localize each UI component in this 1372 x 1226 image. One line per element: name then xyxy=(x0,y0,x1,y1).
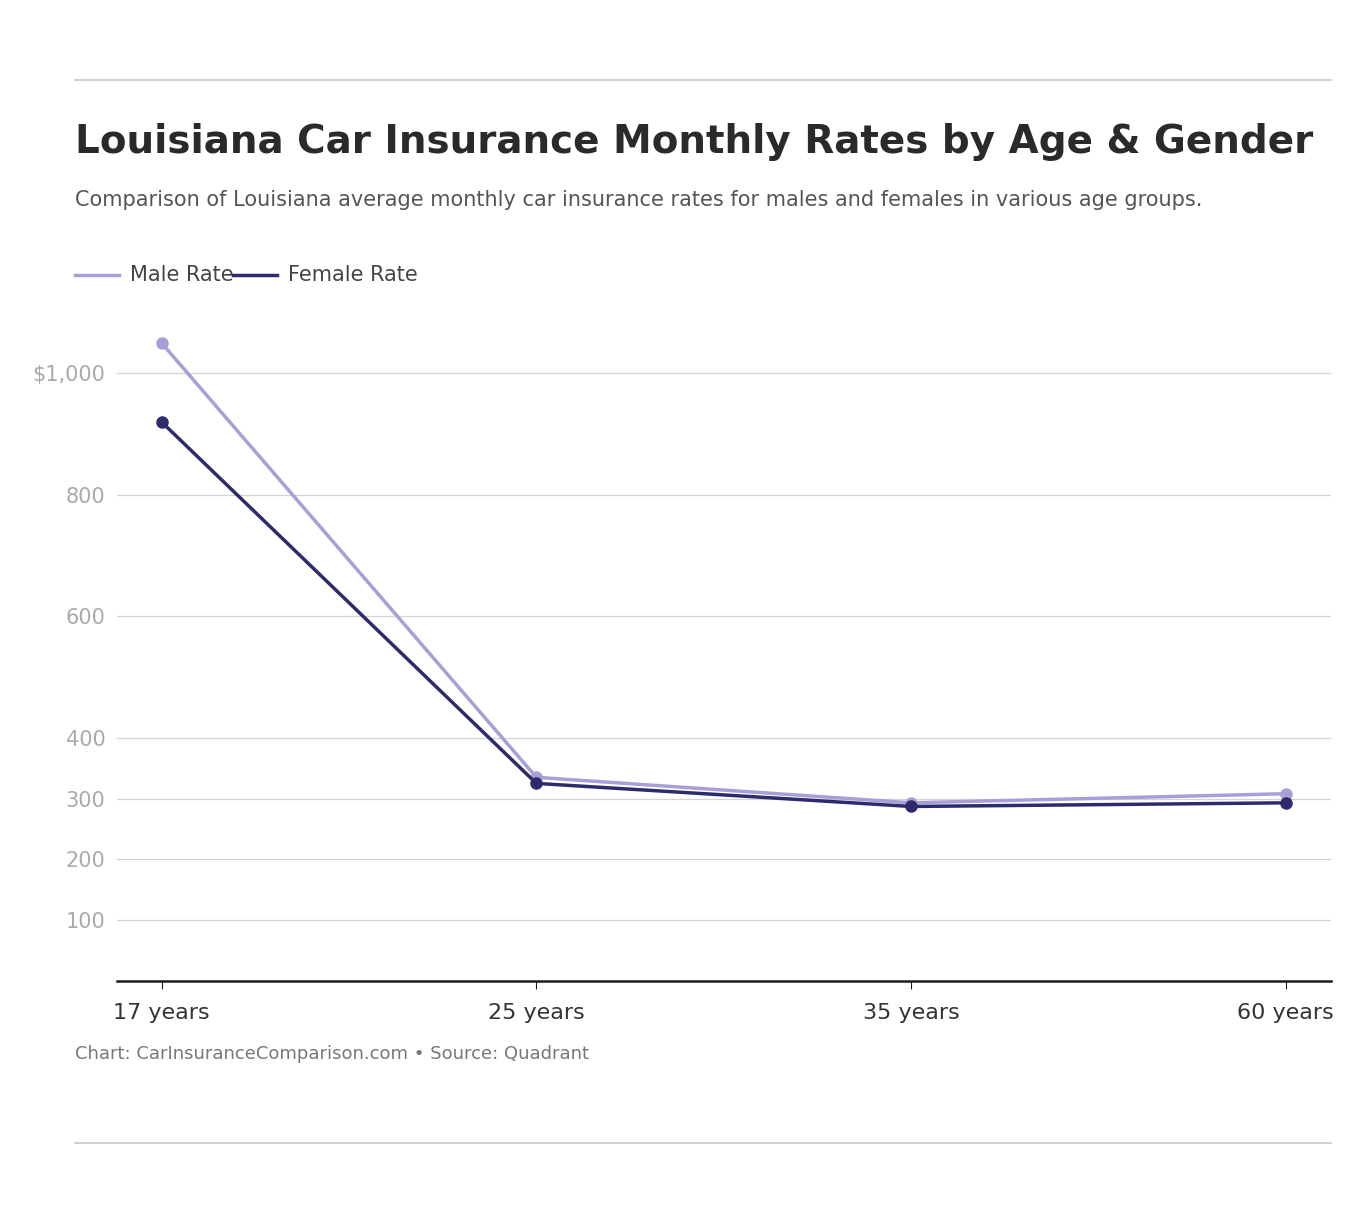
Text: Louisiana Car Insurance Monthly Rates by Age & Gender: Louisiana Car Insurance Monthly Rates by… xyxy=(75,123,1314,161)
Text: Comparison of Louisiana average monthly car insurance rates for males and female: Comparison of Louisiana average monthly … xyxy=(75,190,1203,210)
Text: Chart: CarInsuranceComparison.com • Source: Quadrant: Chart: CarInsuranceComparison.com • Sour… xyxy=(75,1045,590,1063)
Text: Female Rate: Female Rate xyxy=(288,265,418,284)
Text: Male Rate: Male Rate xyxy=(130,265,235,284)
